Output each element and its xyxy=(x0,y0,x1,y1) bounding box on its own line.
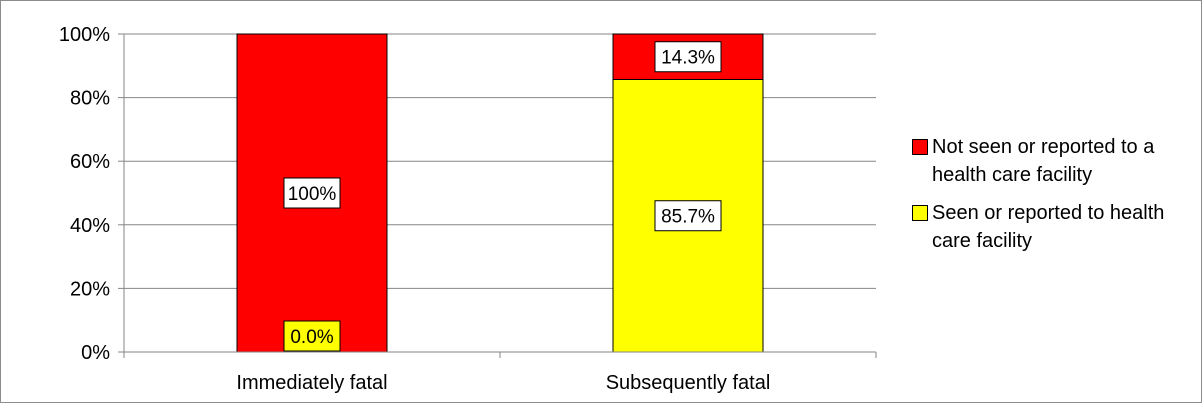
legend-swatch-not-seen xyxy=(912,139,928,155)
data-label: 85.7% xyxy=(661,207,715,228)
data-labels: 0.0% 100% 85.7% 14.3% xyxy=(283,41,722,352)
y-tick-label: 20% xyxy=(70,278,110,300)
legend-swatch-seen xyxy=(912,205,928,221)
legend-label-not-seen: Not seen or reported to a health care fa… xyxy=(932,136,1155,186)
data-label-box xyxy=(283,177,341,209)
data-label-box xyxy=(654,200,722,232)
y-tick-label: 100% xyxy=(59,24,110,46)
y-tick-label: 0% xyxy=(81,342,110,364)
x-tick-label: Immediately fatal xyxy=(236,372,387,394)
data-label: 100% xyxy=(288,184,337,205)
data-label: 14.3% xyxy=(661,48,715,69)
tick-labels: 0% 20% 40% 60% 80% 100% Immediately fatal Subse… xyxy=(59,24,770,394)
bars xyxy=(236,33,764,353)
data-label-box xyxy=(654,41,722,73)
axes xyxy=(118,33,877,358)
data-label: 0.0% xyxy=(290,327,333,348)
legend-item-seen: Seen or reported to health care facility xyxy=(912,199,1202,255)
legend-item-not-seen: Not seen or reported to a health care fa… xyxy=(912,133,1202,189)
legend: Not seen or reported to a health care fa… xyxy=(912,133,1202,265)
data-label-box xyxy=(283,320,341,352)
y-tick-label: 80% xyxy=(70,88,110,110)
legend-label-seen: Seen or reported to health care facility xyxy=(932,202,1165,252)
y-tick-label: 60% xyxy=(70,151,110,173)
y-tick-label: 40% xyxy=(70,215,110,237)
x-tick-label: Subsequently fatal xyxy=(606,372,771,394)
